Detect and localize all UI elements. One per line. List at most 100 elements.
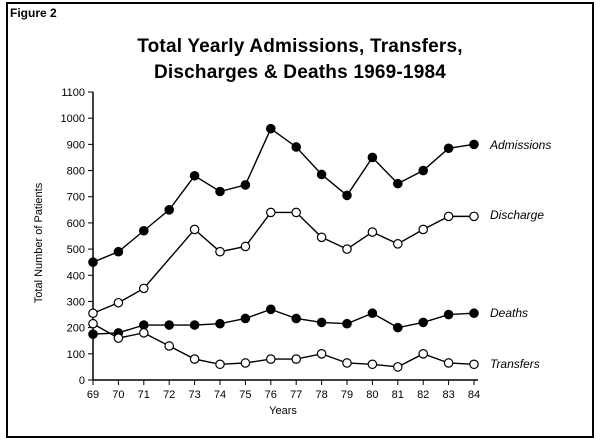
y-tick-label: 1000	[61, 113, 85, 125]
data-point-transfers	[418, 349, 428, 359]
figure-frame	[6, 2, 594, 438]
data-point-admissions	[316, 169, 327, 180]
data-point-transfers	[469, 359, 479, 370]
y-tick-label: 1100	[61, 87, 85, 99]
data-point-deaths	[367, 308, 378, 319]
chart-title-line-2: Discharges & Deaths 1969-1984	[153, 62, 446, 83]
data-point-admissions	[469, 139, 479, 150]
chart-title-line-1: Total Yearly Admissions, Transfers,	[137, 36, 463, 57]
series-label-transfers: Transfers	[490, 357, 540, 371]
series-label-deaths: Deaths	[490, 306, 528, 320]
data-point-admissions	[265, 123, 276, 134]
data-point-admissions	[342, 190, 352, 201]
data-point-admissions	[215, 186, 225, 197]
data-point-deaths	[418, 317, 428, 328]
y-tick-label: 300	[67, 296, 85, 308]
data-point-admissions	[164, 205, 174, 215]
figure-label: Figure 2	[10, 6, 57, 20]
data-point-discharge	[189, 224, 200, 235]
data-point-discharge	[367, 227, 378, 237]
data-point-discharge	[342, 244, 352, 254]
data-point-admissions	[139, 225, 149, 236]
data-point-admissions	[189, 170, 200, 181]
data-point-transfers	[443, 358, 454, 368]
data-point-transfers	[139, 328, 149, 338]
data-point-transfers	[342, 358, 352, 368]
x-tick-label: 73	[188, 389, 200, 401]
y-tick-label: 400	[67, 270, 85, 282]
data-point-transfers	[113, 333, 124, 343]
data-point-transfers	[291, 354, 301, 364]
x-tick-label: 70	[112, 389, 124, 401]
y-tick-label: 0	[79, 375, 85, 387]
data-point-discharge	[88, 308, 98, 319]
data-point-discharge	[291, 207, 301, 218]
data-point-deaths	[240, 313, 251, 324]
x-tick-label: 78	[315, 389, 327, 401]
data-point-transfers	[265, 354, 276, 364]
data-point-deaths	[443, 309, 454, 320]
data-point-transfers	[215, 359, 225, 370]
data-point-deaths	[215, 318, 225, 329]
data-point-transfers	[367, 359, 378, 370]
x-tick-label: 79	[341, 389, 353, 401]
x-tick-label: 82	[417, 389, 429, 401]
data-point-transfers	[88, 318, 98, 329]
data-point-discharge	[418, 224, 428, 235]
data-point-deaths	[316, 317, 327, 328]
data-point-admissions	[367, 152, 378, 163]
data-point-deaths	[469, 308, 479, 319]
x-tick-label: 74	[214, 389, 226, 401]
data-point-discharge	[113, 297, 124, 308]
y-tick-label: 600	[67, 218, 85, 230]
x-tick-label: 77	[290, 389, 302, 401]
series-line-admissions	[92, 127, 475, 263]
y-tick-label: 200	[67, 323, 85, 335]
data-point-transfers	[316, 349, 327, 359]
y-tick-label: 100	[67, 349, 85, 361]
data-point-transfers	[189, 354, 200, 364]
data-point-deaths	[164, 320, 174, 330]
y-axis-label: Total Number of Patients	[33, 182, 45, 303]
data-point-deaths	[265, 304, 276, 315]
x-tick-label: 72	[163, 389, 175, 401]
x-axis-label: Years	[269, 405, 297, 417]
data-point-deaths	[342, 318, 352, 329]
x-tick-label: 69	[87, 389, 99, 401]
data-point-admissions	[443, 143, 454, 154]
x-tick-label: 80	[366, 389, 378, 401]
data-point-discharge	[240, 241, 251, 252]
data-point-discharge	[392, 239, 403, 249]
x-tick-label: 84	[468, 389, 480, 401]
data-point-admissions	[113, 246, 124, 257]
data-point-deaths	[88, 329, 98, 339]
data-point-admissions	[418, 165, 428, 176]
data-point-discharge	[139, 283, 149, 294]
data-point-discharge	[469, 211, 479, 222]
data-point-discharge	[215, 246, 225, 257]
series-line-deaths	[92, 308, 475, 335]
data-point-transfers	[240, 358, 251, 368]
data-point-admissions	[240, 180, 251, 190]
data-point-admissions	[88, 257, 98, 267]
y-tick-label: 900	[67, 139, 85, 151]
x-tick-label: 83	[442, 389, 454, 401]
series-label-discharge: Discharge	[490, 208, 544, 222]
x-tick-label: 76	[265, 389, 277, 401]
x-tick-label: 75	[239, 389, 251, 401]
series-label-admissions: Admissions	[489, 138, 551, 152]
y-tick-label: 800	[67, 166, 85, 178]
series-line-discharge	[92, 211, 474, 314]
data-point-deaths	[139, 320, 149, 330]
x-tick-label: 81	[392, 389, 404, 401]
x-tick-label: 71	[138, 389, 150, 401]
data-point-deaths	[189, 320, 200, 330]
data-point-discharge	[316, 232, 327, 243]
data-point-transfers	[392, 362, 403, 372]
series-line-transfers	[92, 323, 475, 368]
data-point-discharge	[443, 211, 454, 222]
data-point-deaths	[291, 313, 301, 324]
data-point-transfers	[164, 341, 174, 351]
y-tick-label: 700	[67, 192, 85, 204]
